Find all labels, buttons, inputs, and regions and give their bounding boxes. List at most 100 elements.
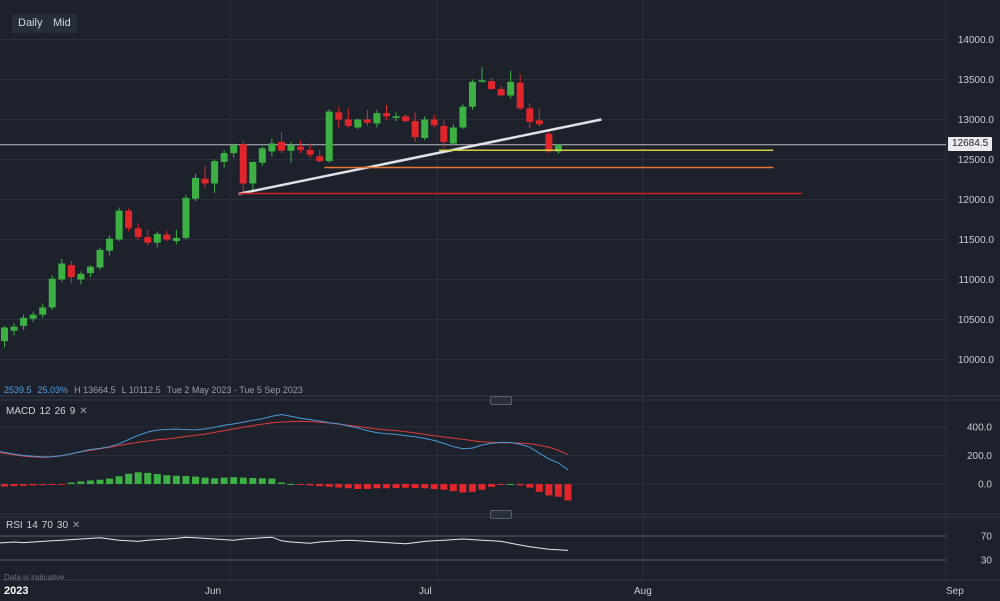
price-macd-resize-handle[interactable] <box>490 396 512 405</box>
candle-down[interactable] <box>497 89 505 96</box>
macd-histogram-bar <box>421 484 429 489</box>
macd-histogram-bar <box>277 482 285 484</box>
candle-down[interactable] <box>402 116 410 122</box>
candle-up[interactable] <box>258 148 266 163</box>
candle-up[interactable] <box>39 307 47 315</box>
candle-up[interactable] <box>153 233 161 243</box>
candle-down[interactable] <box>67 265 75 278</box>
candle-down[interactable] <box>383 113 390 117</box>
stat-high: H 13664.5 <box>74 385 116 395</box>
candle-up[interactable] <box>230 145 238 154</box>
macd-histogram-bar <box>459 484 467 493</box>
candle-down[interactable] <box>411 121 419 138</box>
rsi-close-icon[interactable]: ✕ <box>72 520 81 531</box>
macd-histogram-bar <box>39 484 47 486</box>
candle-down[interactable] <box>488 81 496 90</box>
candle-down[interactable] <box>440 125 448 142</box>
candle-up[interactable] <box>459 106 467 128</box>
candle-up[interactable] <box>192 177 199 199</box>
candle-up[interactable] <box>1 327 8 342</box>
candle-up[interactable] <box>287 145 295 151</box>
candle-down[interactable] <box>134 228 142 238</box>
candle-down[interactable] <box>316 156 324 162</box>
candle-up[interactable] <box>478 80 486 82</box>
stat-date-range: Tue 2 May 2023 - Tue 5 Sep 2023 <box>166 385 303 395</box>
candle-down[interactable] <box>201 178 209 184</box>
trendline-line[interactable] <box>238 118 602 196</box>
macd-histogram-bar <box>402 484 410 488</box>
candle-up[interactable] <box>86 266 94 274</box>
macd-param-slow: 26 <box>54 406 66 417</box>
candle-up[interactable] <box>48 278 56 308</box>
macd-histogram-bar <box>526 484 534 488</box>
candle-down[interactable] <box>163 234 171 240</box>
candle-down[interactable] <box>516 82 524 109</box>
candle-up[interactable] <box>10 326 18 331</box>
candle-up[interactable] <box>325 111 333 162</box>
macd-histogram-bar <box>134 472 142 484</box>
candle-up[interactable] <box>106 238 114 251</box>
candle-down[interactable] <box>363 119 371 123</box>
rsi-line <box>0 536 569 551</box>
candle-up[interactable] <box>507 81 515 96</box>
candle-down[interactable] <box>335 112 343 120</box>
candle-up[interactable] <box>96 249 104 268</box>
candle-up[interactable] <box>182 197 190 238</box>
macd-histogram-bar <box>564 484 572 501</box>
candle-up[interactable] <box>77 273 85 280</box>
candle-down[interactable] <box>277 141 285 151</box>
macd-histogram-bar <box>230 477 238 484</box>
macd-histogram-bar <box>10 484 18 487</box>
candle-down[interactable] <box>535 120 543 125</box>
candle-down[interactable] <box>430 119 438 126</box>
candle-up[interactable] <box>392 116 400 118</box>
candle-up[interactable] <box>449 127 457 144</box>
candle-up[interactable] <box>268 143 276 152</box>
candle-down[interactable] <box>306 149 314 155</box>
candle-up[interactable] <box>220 153 228 162</box>
macd-histogram-bar <box>172 475 180 484</box>
candle-down[interactable] <box>125 210 133 229</box>
rsi-param-upper: 70 <box>41 520 53 531</box>
candle-up[interactable] <box>373 113 381 124</box>
x-axis-label: Jun <box>205 586 221 597</box>
candle-down[interactable] <box>545 133 553 152</box>
macd-rsi-resize-handle[interactable] <box>490 510 512 519</box>
candle-up[interactable] <box>249 161 257 184</box>
candle-up[interactable] <box>211 161 219 184</box>
price-type-button[interactable]: Mid <box>47 14 77 33</box>
macd-histogram-bar <box>29 484 37 486</box>
macd-histogram-bar <box>163 475 171 484</box>
candle-down[interactable] <box>344 119 352 126</box>
macd-histogram-bar <box>48 484 56 485</box>
rsi-panel[interactable] <box>0 536 569 551</box>
candle-down[interactable] <box>297 146 305 150</box>
price-tick-label: 13000.0 <box>958 115 995 126</box>
candle-up[interactable] <box>354 119 362 128</box>
price-tick-label: 12000.0 <box>958 195 995 206</box>
macd-close-icon[interactable]: ✕ <box>79 406 88 417</box>
candle-up[interactable] <box>172 237 180 242</box>
macd-histogram-bar <box>58 484 66 485</box>
candle-up[interactable] <box>58 263 66 280</box>
interval-button[interactable]: Daily <box>12 14 49 33</box>
stat-value-2: 25.03% <box>37 385 69 395</box>
macd-line <box>0 413 569 471</box>
macd-histogram-bar <box>125 473 133 484</box>
price-panel[interactable] <box>0 67 946 348</box>
candle-up[interactable] <box>20 317 28 326</box>
macd-histogram-bar <box>258 478 266 484</box>
candle-up[interactable] <box>421 119 429 138</box>
macd-panel[interactable] <box>0 413 572 501</box>
candle-down[interactable] <box>239 144 247 184</box>
macd-histogram-bar <box>373 484 381 489</box>
candle-up[interactable] <box>554 144 562 152</box>
candle-up[interactable] <box>468 81 476 107</box>
candle-down[interactable] <box>144 237 152 243</box>
candle-down[interactable] <box>526 108 534 122</box>
candle-up[interactable] <box>115 210 123 240</box>
macd-histogram-bar <box>297 484 305 485</box>
candle-up[interactable] <box>29 314 37 319</box>
macd-histogram-bar <box>554 484 562 497</box>
